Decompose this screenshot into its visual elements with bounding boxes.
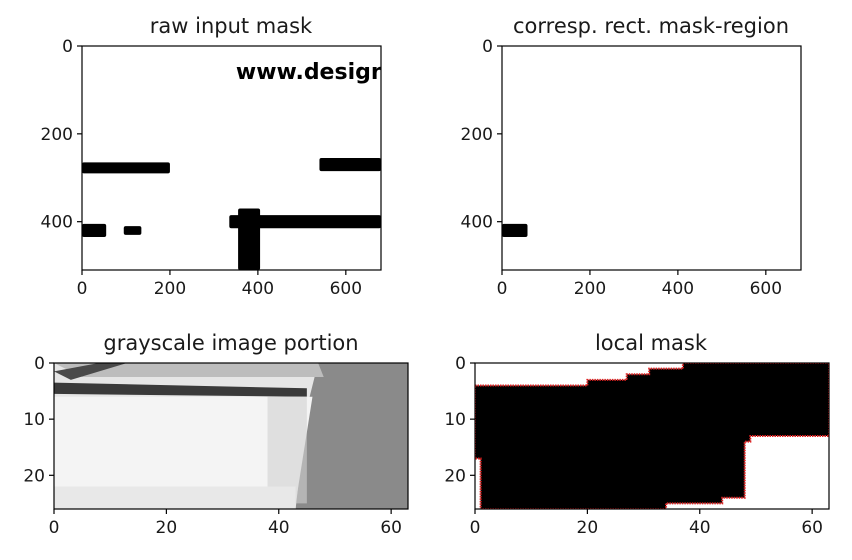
y-tick-label: 20 [23, 466, 45, 486]
x-tick-label: 600 [330, 279, 362, 299]
x-tick-label: 40 [268, 518, 290, 538]
plot-area: 0 20 40 60 0 10 20 [444, 354, 830, 538]
chart-title: corresp. rect. mask-region [513, 14, 789, 38]
chart-title: local mask [595, 331, 708, 355]
plot-area: www.design 0 200 400 600 0 200 400 [41, 37, 387, 299]
plot-area: 0 20 40 60 0 10 20 [23, 354, 409, 538]
image-content: www.design [82, 46, 387, 270]
axes-frame [81, 45, 382, 271]
axes-frame [474, 362, 830, 510]
mask-region [238, 208, 261, 270]
mask-polygon [475, 363, 829, 509]
watermark-text: www.design [236, 60, 387, 85]
mask-region [82, 162, 170, 174]
y-tick-label: 400 [41, 213, 73, 233]
axes-frame [501, 45, 802, 271]
x-tick-label: 20 [577, 518, 599, 538]
mask-region [319, 158, 381, 172]
mask-region [229, 215, 381, 229]
x-tick-label: 400 [662, 279, 694, 299]
y-tick-label: 200 [461, 125, 493, 145]
y-tick-label: 10 [444, 410, 466, 430]
image-background [502, 46, 801, 270]
gray-dark-region [295, 363, 408, 509]
image-content [475, 363, 829, 509]
chart-title: raw input mask [150, 14, 313, 38]
chart-title: grayscale image portion [103, 331, 358, 355]
panel-rect-mask-region: corresp. rect. mask-region 0 200 400 600 0 20… [461, 14, 802, 299]
y-tick-label: 0 [455, 354, 466, 374]
x-tick-label: 0 [77, 279, 88, 299]
panel-grayscale-image: grayscale image portion 0 20 40 60 0 10 20 [23, 331, 409, 538]
x-tick-label: 0 [470, 518, 481, 538]
y-tick-label: 200 [41, 125, 73, 145]
panel-raw-input-mask: raw input mask www.design 0 200 400 600 0 200 4… [41, 14, 387, 299]
mask-region [123, 226, 142, 235]
x-tick-label: 0 [49, 518, 60, 538]
plot-area: 0 200 400 600 0 200 400 [461, 37, 802, 299]
x-tick-label: 60 [801, 518, 823, 538]
x-tick-label: 0 [497, 279, 508, 299]
mask-region [82, 223, 107, 238]
gray-diagonal [54, 363, 128, 380]
y-tick-label: 0 [62, 37, 73, 57]
y-tick-label: 10 [23, 410, 45, 430]
panel-local-mask: local mask 0 20 40 60 0 10 20 [444, 331, 830, 538]
x-tick-label: 20 [156, 518, 178, 538]
y-tick-label: 0 [482, 37, 493, 57]
mask-region [502, 223, 528, 238]
x-tick-label: 60 [380, 518, 402, 538]
gray-dark-stripe [54, 382, 307, 397]
gray-shade [267, 396, 307, 504]
image-content [502, 46, 801, 270]
image-content [54, 363, 408, 509]
y-tick-label: 0 [34, 354, 45, 374]
x-tick-label: 40 [689, 518, 711, 538]
x-tick-label: 400 [242, 279, 274, 299]
x-tick-label: 600 [750, 279, 782, 299]
y-tick-label: 400 [461, 213, 493, 233]
x-tick-label: 200 [154, 279, 186, 299]
gray-bottom [54, 486, 296, 509]
x-tick-label: 200 [574, 279, 606, 299]
y-tick-label: 20 [444, 466, 466, 486]
gray-top-band [54, 363, 324, 378]
axes-frame [53, 362, 409, 510]
gray-light-region [54, 396, 313, 509]
